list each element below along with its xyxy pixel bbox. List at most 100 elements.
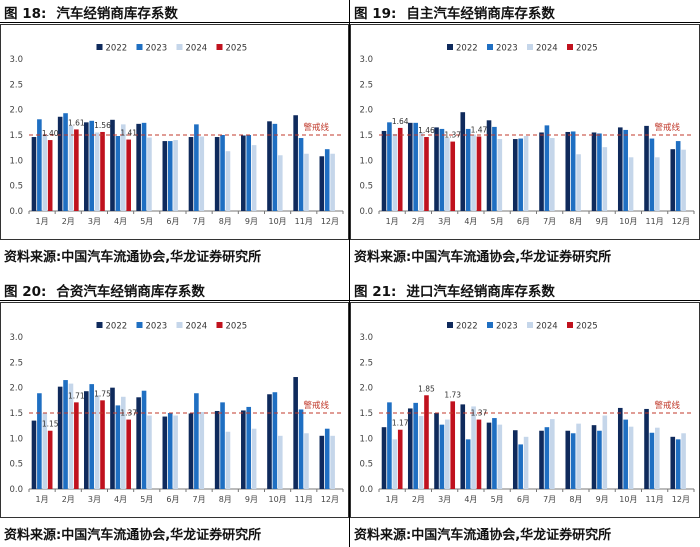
legend-swatch bbox=[176, 322, 183, 328]
y-tick-label: 3.0 bbox=[9, 333, 23, 343]
bar-2025 bbox=[476, 136, 482, 211]
legend-label: 2022 bbox=[456, 322, 478, 332]
legend-label: 2025 bbox=[576, 44, 598, 54]
bar-2024 bbox=[68, 125, 74, 211]
bar-2024 bbox=[418, 132, 424, 211]
bar-2024 bbox=[471, 134, 476, 211]
x-tick-label: 2月 bbox=[62, 217, 75, 226]
warning-line-label: 警戒线 bbox=[303, 122, 329, 133]
bar-2023 bbox=[194, 124, 199, 211]
bar-2024 bbox=[523, 136, 529, 211]
y-tick-label: 2.0 bbox=[359, 384, 373, 394]
vertical-divider bbox=[349, 0, 350, 547]
data-label: 1.37 bbox=[471, 409, 488, 418]
y-tick-label: 3.0 bbox=[9, 55, 23, 65]
bar-2024 bbox=[576, 423, 581, 489]
bar-chart: 2022 2023 2024 2025 0.0 0.5 1.0 1.5 2.0 2.5 3.0 1月 2… bbox=[350, 24, 700, 240]
x-tick-label: 3月 bbox=[438, 495, 451, 504]
bar-2023 bbox=[63, 380, 68, 489]
x-tick-label: 4月 bbox=[114, 217, 127, 226]
y-tick-label: 0.5 bbox=[9, 182, 23, 192]
legend-item-2024: 2024 bbox=[527, 44, 558, 54]
bar-2024 bbox=[42, 413, 48, 489]
x-tick-label: 7月 bbox=[193, 217, 206, 226]
bar-2024 bbox=[550, 419, 555, 489]
bar-2023 bbox=[492, 418, 497, 489]
source-note: 资料来源:中国汽车流通协会,华龙证券研究所 bbox=[354, 528, 612, 543]
y-tick-label: 2.5 bbox=[9, 358, 23, 368]
x-tick-label: 8月 bbox=[569, 217, 582, 226]
bar-2025 bbox=[74, 402, 79, 489]
legend-label: 2023 bbox=[146, 322, 168, 332]
bar-2025 bbox=[397, 127, 403, 211]
bar-2023 bbox=[37, 119, 42, 211]
legend-swatch bbox=[96, 44, 103, 50]
data-label: 1.46 bbox=[418, 126, 435, 135]
bar-2023 bbox=[413, 402, 418, 489]
bar-2024 bbox=[68, 383, 74, 489]
y-tick-label: 3.0 bbox=[359, 55, 373, 65]
bar-2023 bbox=[220, 135, 225, 211]
bar-2024 bbox=[392, 133, 398, 211]
y-tick-label: 1.5 bbox=[359, 409, 373, 419]
legend-swatch bbox=[527, 44, 533, 50]
data-label: 1.56 bbox=[94, 121, 111, 130]
x-tick-label: 3月 bbox=[88, 495, 101, 504]
figure-title-text: 自主汽车经销商库存系数 bbox=[406, 6, 555, 22]
y-tick-label: 0.0 bbox=[9, 485, 23, 495]
x-tick-label: 12月 bbox=[321, 217, 339, 226]
bar-2025 bbox=[100, 400, 105, 489]
x-tick-label: 10月 bbox=[268, 495, 286, 504]
bar-2024 bbox=[251, 428, 257, 489]
legend-swatch bbox=[527, 322, 533, 328]
bar-2023 bbox=[324, 428, 330, 489]
bar-2023 bbox=[518, 138, 523, 211]
bar-2025 bbox=[476, 419, 482, 489]
figure-title: 图 18: 汽车经销商库存系数 bbox=[4, 2, 178, 22]
bar-2022 bbox=[136, 123, 141, 211]
bar-2022 bbox=[512, 430, 518, 489]
bar-2022 bbox=[512, 139, 518, 211]
bar-2024 bbox=[655, 157, 660, 211]
bar-2022 bbox=[539, 132, 544, 211]
bar-2024 bbox=[445, 419, 450, 489]
bar-2024 bbox=[277, 155, 283, 211]
bar-2024 bbox=[523, 436, 529, 489]
bar-2025 bbox=[74, 129, 79, 211]
figure-number: 图 20: bbox=[4, 284, 47, 300]
bar-2024 bbox=[173, 415, 178, 489]
bar-2024 bbox=[628, 426, 634, 489]
bar-2023 bbox=[387, 122, 392, 211]
legend-label: 2024 bbox=[536, 44, 558, 54]
bar-2022 bbox=[110, 387, 115, 489]
bar-2023 bbox=[649, 138, 655, 211]
y-tick-label: 0.5 bbox=[359, 460, 373, 470]
bar-2022 bbox=[670, 436, 676, 489]
bar-2024 bbox=[120, 396, 126, 489]
chart-frame bbox=[0, 24, 349, 240]
bar-2023 bbox=[141, 390, 147, 489]
y-tick-label: 1.5 bbox=[9, 409, 23, 419]
x-tick-label: 3月 bbox=[438, 217, 451, 226]
bar-2023 bbox=[272, 123, 278, 211]
bar-2024 bbox=[94, 395, 100, 489]
x-tick-label: 1月 bbox=[386, 495, 399, 504]
bar-2022 bbox=[381, 427, 387, 489]
legend-swatch bbox=[567, 322, 573, 328]
bar-2022 bbox=[434, 127, 439, 211]
legend-swatch bbox=[447, 322, 453, 328]
x-tick-label: 8月 bbox=[219, 217, 232, 226]
bar-2024 bbox=[576, 154, 581, 211]
figure-title: 图 20: 合资汽车经销商库存系数 bbox=[4, 280, 205, 300]
bar-2024 bbox=[681, 149, 686, 211]
bar-2023 bbox=[324, 149, 330, 211]
figure-number: 图 21: bbox=[354, 284, 397, 300]
y-tick-label: 2.0 bbox=[9, 106, 23, 116]
legend-item-2025: 2025 bbox=[567, 322, 598, 332]
data-label: 1.40 bbox=[42, 129, 59, 138]
x-tick-label: 6月 bbox=[517, 217, 530, 226]
y-tick-label: 0.0 bbox=[9, 207, 23, 217]
legend-item-2023: 2023 bbox=[487, 322, 518, 332]
x-tick-label: 1月 bbox=[36, 495, 49, 504]
bar-2024 bbox=[497, 139, 503, 211]
